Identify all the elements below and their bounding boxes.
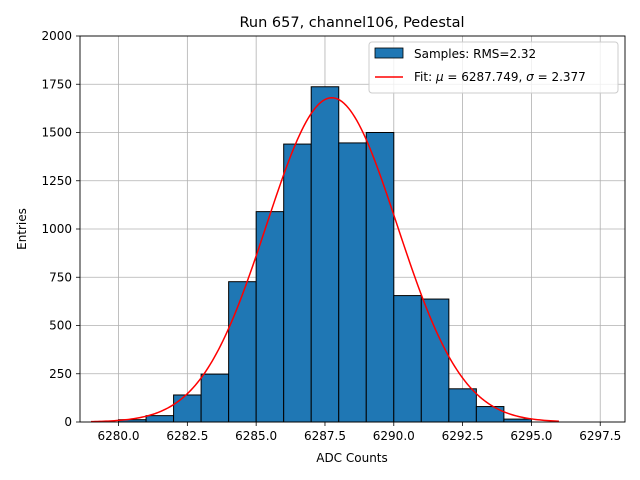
- legend-histogram-label: Samples: RMS=2.32: [414, 47, 536, 61]
- legend-fit-prefix: Fit:: [414, 70, 436, 84]
- x-tick-label: 6292.5: [442, 429, 484, 443]
- histogram-bar: [283, 143, 312, 423]
- histogram-bar: [448, 388, 477, 423]
- y-tick-label: 1500: [41, 126, 72, 140]
- legend-frame: [368, 41, 619, 94]
- histogram-bar: [338, 142, 367, 423]
- legend-fit-sigma-symbol: σ: [526, 70, 534, 84]
- chart-title: Run 657, channel106, Pedestal: [239, 15, 464, 31]
- y-tick-label: 1000: [41, 222, 72, 236]
- histogram-bar: [475, 406, 505, 423]
- legend-histogram-swatch: [374, 47, 404, 59]
- y-tick-label: 1750: [41, 77, 72, 91]
- legend-fit-label: Fit: μ = 6287.749, σ = 2.377: [414, 70, 586, 84]
- legend: Samples: RMS=2.32 Fit: μ = 6287.749, σ =…: [368, 41, 619, 94]
- histogram-bar: [365, 132, 395, 423]
- histogram-bar: [420, 298, 450, 423]
- histogram-bar: [310, 86, 340, 423]
- y-axis-label: Entries: [15, 208, 29, 250]
- y-tick-label: 500: [49, 319, 72, 333]
- histogram-bar: [228, 281, 257, 423]
- y-tick-label: 750: [49, 270, 72, 284]
- histogram-bar: [255, 211, 285, 423]
- y-tick-label: 0: [64, 415, 72, 429]
- x-axis-ticks: 6280.0 6282.5 6285.0 6287.5 6290.0 6292.5 6295…: [98, 422, 621, 443]
- fit-curve: [90, 97, 559, 423]
- histogram-bar: [145, 415, 175, 423]
- histogram-bars: [118, 86, 532, 423]
- x-tick-label: 6287.5: [304, 429, 346, 443]
- histogram-bar: [173, 394, 202, 423]
- y-axis-ticks: 0 250 500 750 1000 1250 1500 1750 2000: [41, 29, 80, 429]
- histogram-bar: [200, 373, 230, 423]
- legend-fit-mu-value: = 6287.749,: [444, 70, 527, 84]
- y-tick-label: 250: [49, 367, 72, 381]
- x-tick-label: 6297.5: [579, 429, 621, 443]
- legend-fit-mu-symbol: μ: [435, 70, 444, 84]
- x-tick-label: 6282.5: [166, 429, 208, 443]
- x-tick-label: 6280.0: [98, 429, 140, 443]
- legend-fit-sigma-value: = 2.377: [534, 70, 586, 84]
- y-tick-label: 2000: [41, 29, 72, 43]
- histogram-bar: [393, 295, 422, 423]
- x-axis-label: ADC Counts: [316, 451, 388, 465]
- x-tick-label: 6290.0: [373, 429, 415, 443]
- y-tick-label: 1250: [41, 174, 72, 188]
- x-tick-label: 6295.0: [510, 429, 552, 443]
- x-tick-label: 6285.0: [235, 429, 277, 443]
